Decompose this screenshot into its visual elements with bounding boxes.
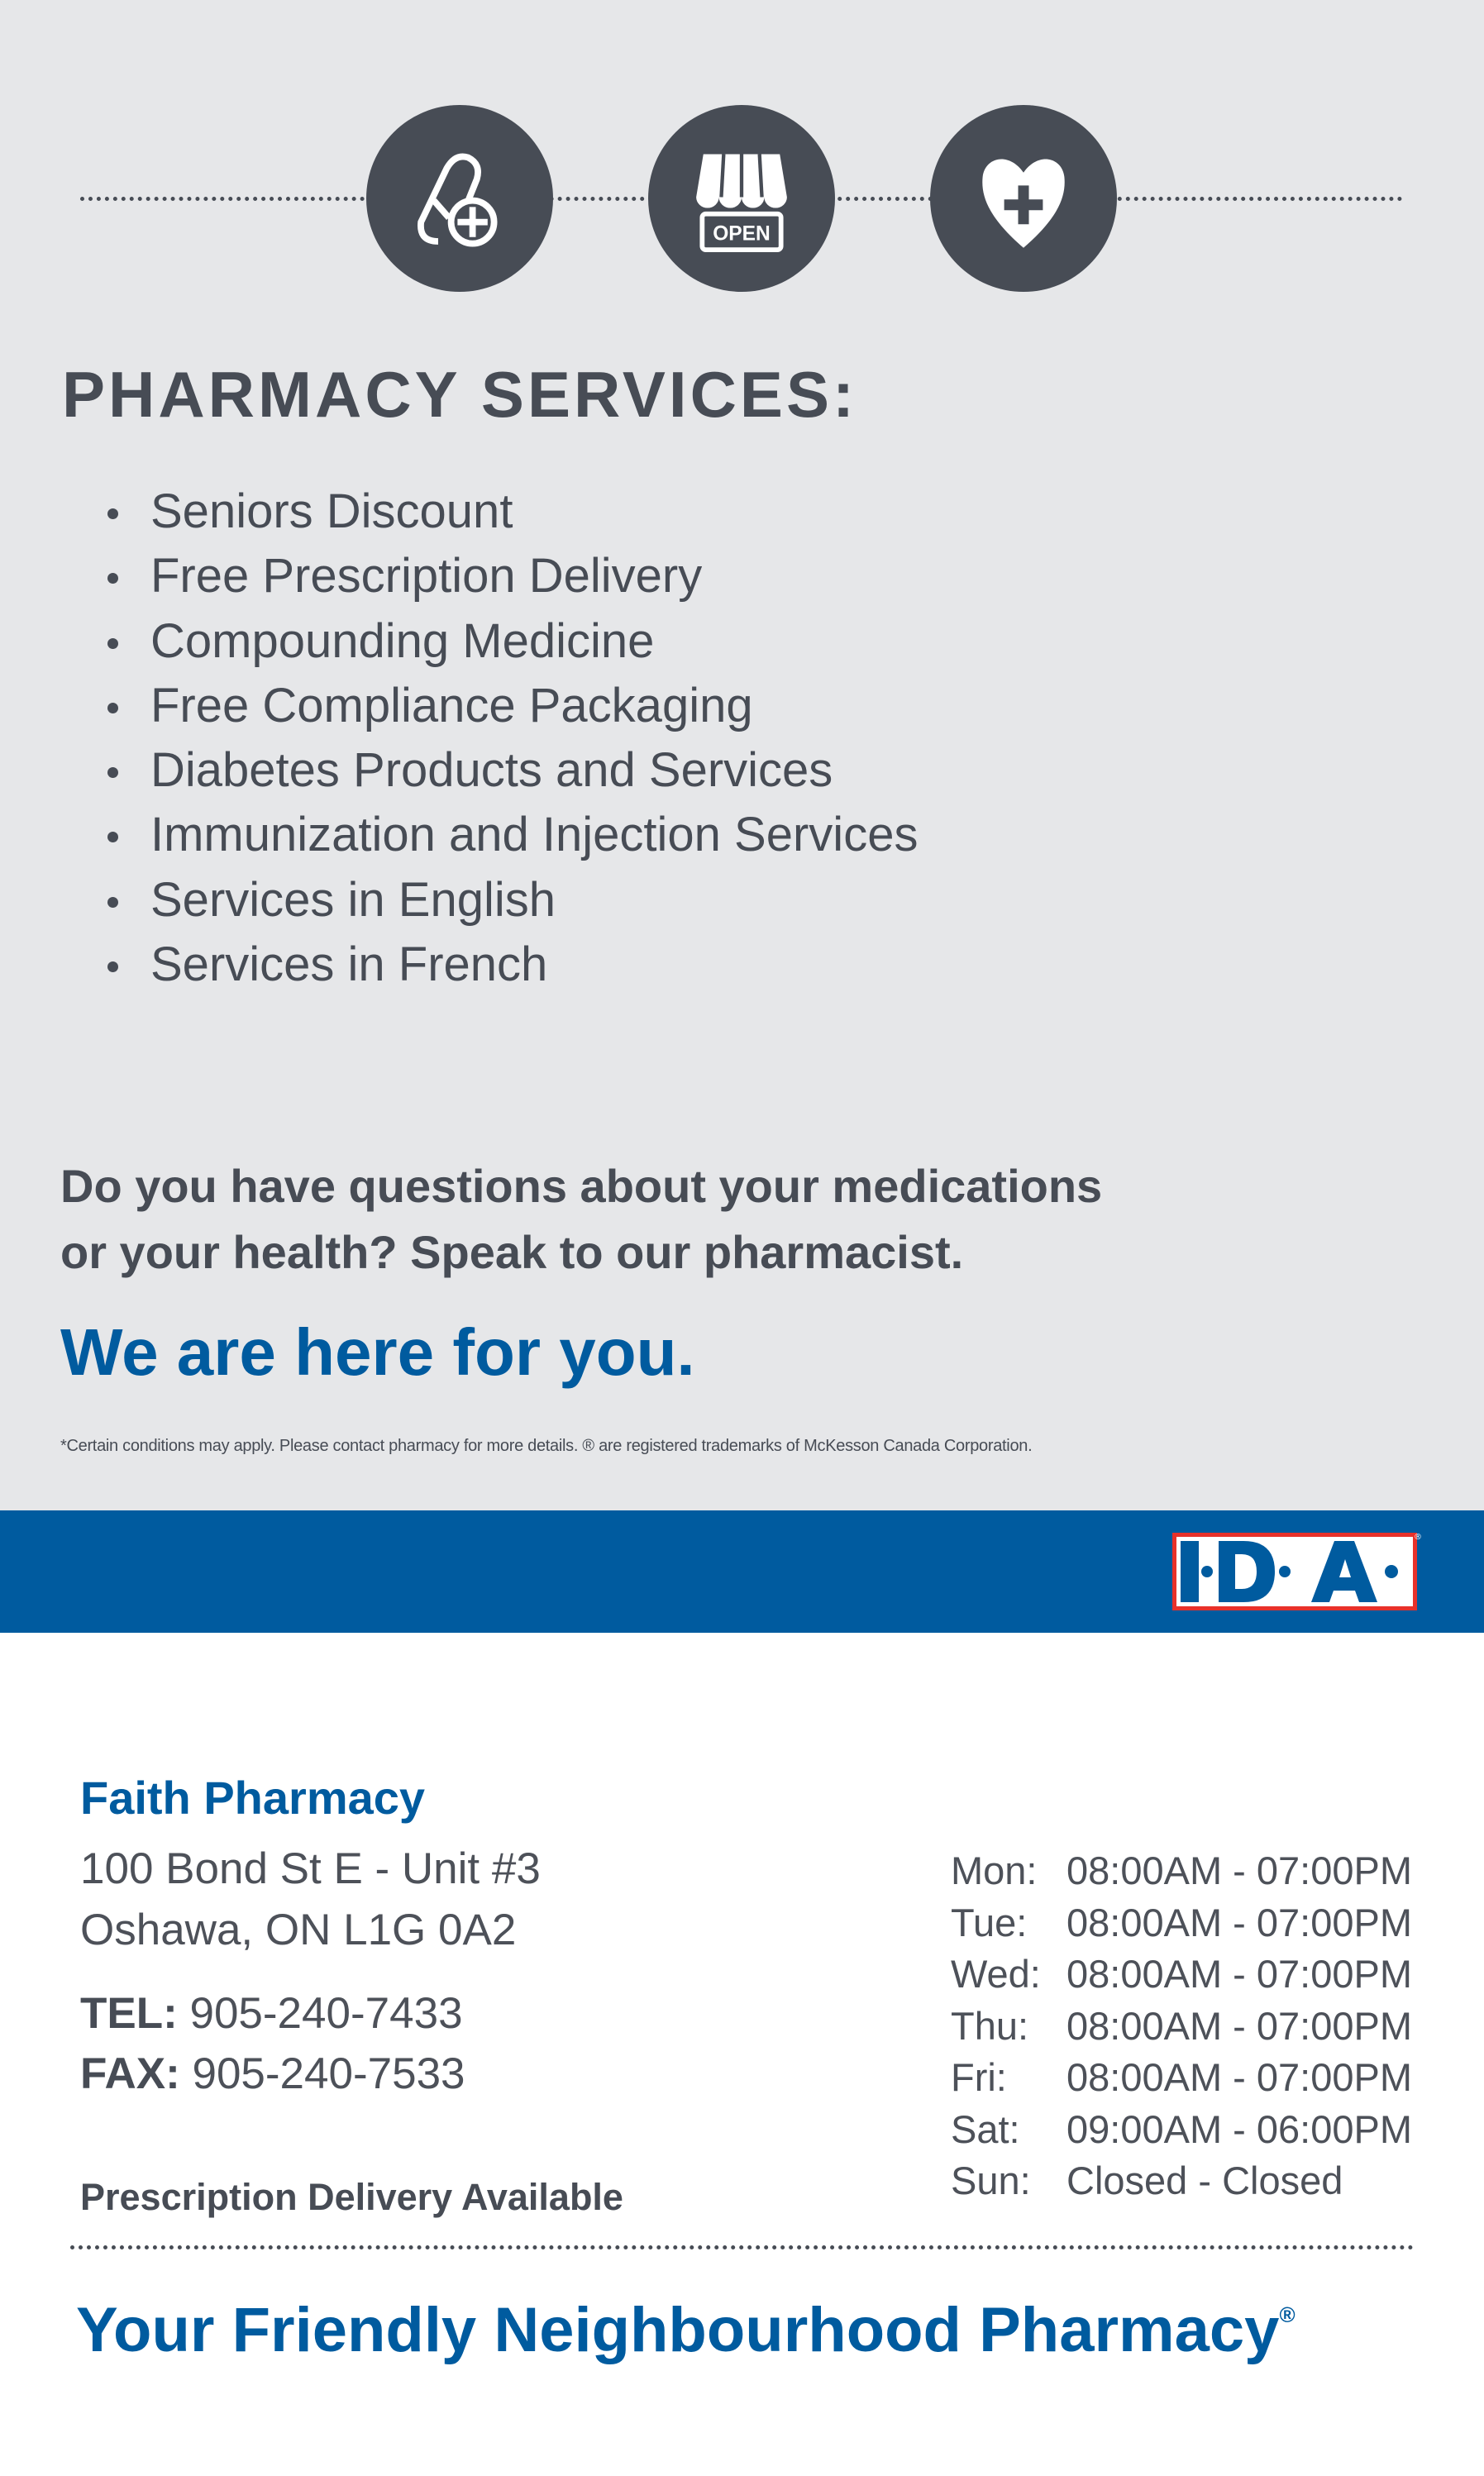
list-item: Services in English [107,868,918,933]
list-item: Seniors Discount [107,479,918,544]
services-list: Seniors Discount Free Prescription Deliv… [107,479,918,997]
open-store-icon: OPEN [648,105,835,292]
hours-row: Mon: 08:00AM - 07:00PM [951,1845,1412,1897]
store-hours: Mon: 08:00AM - 07:00PM Tue: 08:00AM - 07:0… [951,1845,1412,2207]
hours-row: Wed: 08:00AM - 07:00PM [951,1949,1412,2001]
dotted-divider [70,2245,1414,2249]
time: 09:00AM - 06:00PM [1066,2106,1412,2151]
tagline: We are here for you. [60,1315,695,1389]
address-line-1: 100 Bond St E - Unit #3 [80,1844,541,1893]
day: Sat: [951,2106,1020,2151]
day: Mon: [951,1849,1038,1892]
day: Tue: [951,1900,1028,1944]
day: Sun: [951,2159,1031,2202]
telephone[interactable]: TEL: 905-240-7433 [80,1988,463,2039]
fax: FAX: 905-240-7533 [80,2049,465,2099]
hours-row: Sat: 09:00AM - 06:00PM [951,2104,1412,2156]
delivery-note: Prescription Delivery Available [80,2176,623,2218]
list-item: Diabetes Products and Services [107,738,918,803]
registered-mark: ® [1279,2302,1296,2327]
pharmacy-name: Faith Pharmacy [80,1772,426,1824]
slogan: Your Friendly Neighbourhood Pharmacy® [76,2294,1296,2366]
open-sign-text: OPEN [713,223,771,246]
time: 08:00AM - 07:00PM [1066,1900,1412,1944]
fax-number: 905-240-7533 [192,2049,465,2098]
heart-plus-icon [930,105,1117,292]
fine-print: *Certain conditions may apply. Please co… [60,1437,1033,1455]
hours-row: Thu: 08:00AM - 07:00PM [951,2001,1412,2053]
question-line: Do you have questions about your medicat… [60,1160,1103,1212]
svg-text:®: ® [1414,1533,1422,1542]
list-item: Immunization and Injection Services [107,803,918,867]
time: 08:00AM - 07:00PM [1066,2003,1412,2048]
day: Fri: [951,2055,1007,2099]
pharmacist-question: Do you have questions about your medicat… [60,1153,1102,1286]
list-item: Services in French [107,933,918,997]
ida-logo: ® [1172,1531,1424,1616]
address-line-2: Oshawa, ON L1G 0A2 [80,1906,517,1954]
tel-number[interactable]: 905-240-7433 [189,1989,463,2038]
time: 08:00AM - 07:00PM [1066,1952,1412,1996]
day: Thu: [951,2003,1029,2048]
hours-row: Fri: 08:00AM - 07:00PM [951,2052,1412,2104]
day: Wed: [951,1952,1041,1996]
question-line: or your health? Speak to our pharmacist. [60,1226,964,1278]
hours-row: Tue: 08:00AM - 07:00PM [951,1897,1412,1949]
pill-plus-icon [366,105,553,292]
time: Closed - Closed [1066,2159,1343,2202]
list-item: Free Compliance Packaging [107,674,918,738]
time: 08:00AM - 07:00PM [1066,1849,1412,1892]
services-title: PHARMACY SERVICES: [62,358,857,431]
hours-row: Sun: Closed - Closed [951,2155,1412,2207]
services-panel: OPEN PHARMACY SERVICES: Seniors Discount… [0,0,1484,1510]
tel-label: TEL: [80,1989,178,2038]
time: 08:00AM - 07:00PM [1066,2055,1412,2099]
fax-label: FAX: [80,2049,180,2098]
slogan-text: Your Friendly Neighbourhood Pharmacy [76,2295,1280,2365]
list-item: Compounding Medicine [107,609,918,674]
list-item: Free Prescription Delivery [107,544,918,608]
